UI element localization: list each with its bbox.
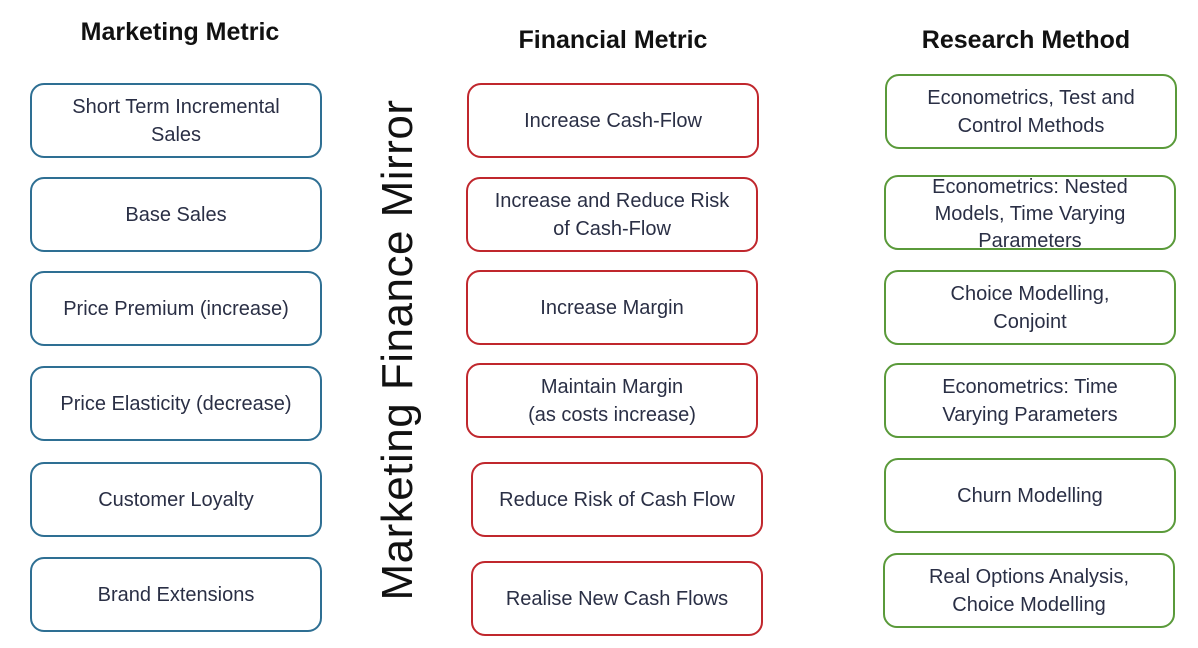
marketing-metric-box: Price Premium (increase) <box>30 271 322 346</box>
marketing-metric-header: Marketing Metric <box>80 18 280 46</box>
marketing-metric-box: Customer Loyalty <box>30 462 322 537</box>
marketing-metric-box: Base Sales <box>30 177 322 252</box>
financial-metric-header: Financial Metric <box>518 26 708 54</box>
financial-metric-box: Maintain Margin (as costs increase) <box>466 363 758 438</box>
financial-metric-box: Increase Cash-Flow <box>467 83 759 158</box>
research-method-header: Research Method <box>921 26 1131 54</box>
financial-metric-box: Realise New Cash Flows <box>471 561 763 636</box>
research-method-box: Econometrics: Time Varying Parameters <box>884 363 1176 438</box>
marketing-finance-mirror-label: Marketing Finance Mirror <box>373 99 422 601</box>
marketing-metric-box: Price Elasticity (decrease) <box>30 366 322 441</box>
marketing-metric-box: Brand Extensions <box>30 557 322 632</box>
financial-metric-box: Reduce Risk of Cash Flow <box>471 462 763 537</box>
research-method-box: Choice Modelling, Conjoint <box>884 270 1176 345</box>
research-method-box: Econometrics, Test and Control Methods <box>885 74 1177 149</box>
marketing-metric-box: Short Term Incremental Sales <box>30 83 322 158</box>
financial-metric-box: Increase Margin <box>466 270 758 345</box>
financial-metric-box: Increase and Reduce Risk of Cash-Flow <box>466 177 758 252</box>
research-method-box: Real Options Analysis, Choice Modelling <box>883 553 1175 628</box>
research-method-box: Econometrics: Nested Models, Time Varyin… <box>884 175 1176 252</box>
research-method-box: Churn Modelling <box>884 458 1176 533</box>
